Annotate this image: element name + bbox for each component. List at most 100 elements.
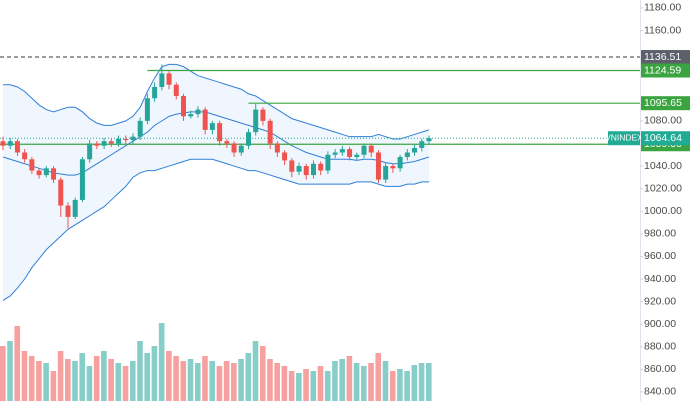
volume-bar xyxy=(43,363,49,401)
y-tick-label: 880.00 xyxy=(644,341,676,353)
candle-body xyxy=(325,154,331,171)
candle-body xyxy=(238,145,244,153)
volume-bar xyxy=(166,351,172,401)
symbol-label: VNINDEX xyxy=(605,132,643,142)
volume-bar xyxy=(216,366,223,401)
volume-bar xyxy=(375,353,382,401)
candle-body xyxy=(173,84,179,97)
candle-body xyxy=(123,138,129,141)
candle-body xyxy=(383,166,389,180)
candle-body xyxy=(51,168,57,180)
candle-body xyxy=(231,143,237,153)
y-tick-label: 840.00 xyxy=(644,386,676,398)
volume-bar xyxy=(303,369,309,401)
volume-bar xyxy=(158,323,165,401)
last-price-label: 1064.64 xyxy=(644,132,682,144)
y-tick-label: 980.00 xyxy=(644,228,676,240)
y-tick-label: 1000.00 xyxy=(644,205,682,217)
y-tick-label: 920.00 xyxy=(644,295,676,307)
candle-body xyxy=(253,109,259,133)
volume-bar xyxy=(7,341,13,401)
volume-bar xyxy=(296,373,302,401)
volume-bar xyxy=(317,366,324,401)
volume-bar xyxy=(245,353,252,401)
volume-bar xyxy=(397,369,403,401)
candle-body xyxy=(289,160,295,172)
candle-body xyxy=(419,141,425,148)
candle-body xyxy=(217,123,223,142)
volume-bar xyxy=(310,371,317,401)
volume-bar xyxy=(137,341,143,401)
candle-body xyxy=(7,141,13,146)
y-tick-label: 1020.00 xyxy=(644,182,682,194)
price-badge-label: 1095.65 xyxy=(644,97,682,109)
candle-body xyxy=(152,86,158,99)
volume-bar xyxy=(238,359,244,401)
volume-bar xyxy=(231,363,237,401)
candle-body xyxy=(303,166,309,176)
candle-body xyxy=(22,152,28,160)
volume-bar xyxy=(209,361,215,401)
candle-body xyxy=(181,96,187,117)
candle-body xyxy=(14,141,20,153)
volume-bar xyxy=(252,341,259,401)
volume-bar xyxy=(389,371,396,401)
candle-body xyxy=(347,149,353,158)
volume-bar xyxy=(267,359,273,401)
price-badge xyxy=(641,50,690,65)
candle-body xyxy=(202,109,208,130)
volume-bar xyxy=(382,361,389,401)
candle-body xyxy=(159,73,165,87)
volume-bar xyxy=(72,361,78,401)
volume-bar xyxy=(115,363,122,401)
volume-bar xyxy=(187,359,194,401)
volume-bar xyxy=(64,359,71,401)
volume-bar xyxy=(108,359,114,401)
volume-bar xyxy=(28,356,35,401)
y-tick-label: 860.00 xyxy=(644,363,676,375)
price-badge-label: 1136.51 xyxy=(644,51,681,63)
volume-bar xyxy=(339,359,345,401)
volume-bar xyxy=(14,326,21,401)
volume-bar xyxy=(404,371,410,401)
volume-bar xyxy=(21,351,28,401)
volume-bar xyxy=(129,361,136,401)
candle-body xyxy=(375,152,381,180)
candle-body xyxy=(224,141,230,144)
volume-bar xyxy=(332,361,338,401)
volume-bar xyxy=(346,356,353,401)
candle-body xyxy=(260,109,266,121)
volume-bar xyxy=(411,365,418,401)
candle-body xyxy=(195,109,201,115)
volume-bar xyxy=(151,346,158,401)
band-fill xyxy=(3,64,429,301)
candle-body xyxy=(108,141,114,144)
candle-body xyxy=(94,143,100,146)
candle-body xyxy=(354,154,360,158)
volume-bar xyxy=(324,371,331,401)
candle-body xyxy=(339,149,345,153)
y-tick-label: 940.00 xyxy=(644,273,676,285)
volume-bar xyxy=(288,371,295,401)
price-badge-label: 1124.59 xyxy=(644,64,681,76)
candle-body xyxy=(188,114,194,117)
band-basis xyxy=(2,111,430,176)
candle-body xyxy=(72,199,78,217)
volume-bar xyxy=(93,356,100,401)
candle-body xyxy=(0,141,6,146)
volume-bar xyxy=(79,353,86,401)
y-tick-label: 1160.00 xyxy=(644,24,681,36)
candle-body xyxy=(43,168,49,176)
price-badge xyxy=(641,63,690,78)
volume-bar xyxy=(259,346,266,401)
candle-body xyxy=(404,152,410,158)
volume-bar xyxy=(36,361,42,401)
candle-body xyxy=(130,136,136,141)
candle-body xyxy=(397,157,403,169)
candle-body xyxy=(29,159,35,171)
candle-body xyxy=(79,159,85,200)
candle-body xyxy=(274,143,280,153)
y-tick-label: 960.00 xyxy=(644,250,676,262)
y-tick-label: 1040.00 xyxy=(644,160,682,172)
